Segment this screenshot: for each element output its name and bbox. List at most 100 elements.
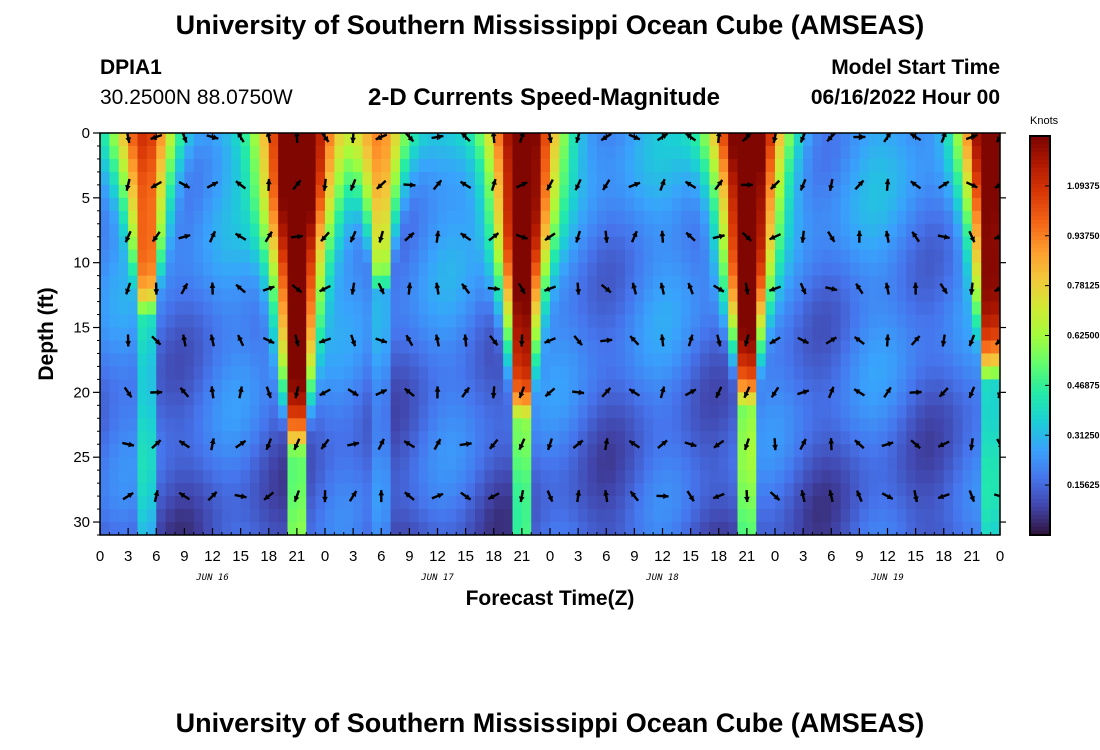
heatmap-cell [278, 457, 289, 471]
heatmap-cell [137, 418, 148, 432]
heatmap-cell [821, 184, 832, 199]
heatmap-cell [306, 353, 317, 368]
heatmap-cell [662, 133, 673, 147]
heatmap-cell [118, 353, 129, 368]
heatmap-cell [465, 197, 476, 212]
heatmap-cell [128, 210, 139, 225]
heatmap-cell [962, 223, 973, 238]
heatmap-cell [203, 210, 214, 225]
heatmap-cell [184, 457, 195, 471]
date-label: JUN 17 [420, 573, 454, 583]
colorbar-segment [1030, 507, 1050, 512]
heatmap-cell [231, 171, 242, 186]
heatmap-cell [943, 366, 954, 380]
heatmap-cell [156, 522, 167, 535]
heatmap-cell [334, 223, 345, 238]
heatmap-cell [831, 522, 842, 535]
heatmap-cell [765, 145, 776, 160]
heatmap-cell [943, 405, 954, 419]
heatmap-cell [606, 379, 617, 393]
heatmap-cell [100, 340, 110, 355]
heatmap-cell [109, 275, 120, 290]
heatmap-cell [268, 340, 279, 355]
heatmap-cell [334, 197, 345, 212]
heatmap-cell [287, 184, 298, 199]
heatmap-cell [578, 470, 589, 484]
heatmap-cell [184, 431, 195, 445]
heatmap-cell [184, 275, 195, 290]
heatmap-cell [793, 184, 804, 199]
heatmap-cell [259, 496, 270, 510]
heatmap-cell [390, 288, 401, 303]
heatmap-cell [287, 444, 298, 458]
heatmap-cell [100, 353, 110, 368]
heatmap-cell [953, 366, 964, 380]
colorbar-tick-label: 0.46875 [1067, 380, 1100, 390]
heatmap-cell [325, 379, 335, 393]
current-arrow [125, 178, 131, 191]
heatmap-cell [184, 288, 195, 303]
heatmap-cell [831, 288, 842, 303]
heatmap-cell [475, 470, 485, 484]
heatmap-cell [831, 145, 842, 160]
heatmap-cell [868, 496, 879, 510]
heatmap-cell [821, 197, 832, 212]
current-arrow [713, 439, 725, 449]
heatmap-cell [315, 145, 326, 160]
heatmap-cell [634, 262, 645, 277]
heatmap-cell [981, 405, 992, 419]
heatmap-cell [521, 223, 532, 238]
heatmap-cell [100, 184, 110, 199]
current-arrow [125, 282, 132, 295]
heatmap-cell [493, 262, 504, 277]
heatmap-cell [990, 133, 1000, 147]
current-arrow [629, 490, 640, 502]
heatmap-cell [484, 379, 495, 393]
heatmap-cell [521, 210, 532, 225]
current-arrow [319, 284, 331, 293]
heatmap-cell [681, 275, 692, 290]
heatmap-cell [653, 522, 664, 535]
heatmap-cell [540, 288, 551, 303]
heatmap-cell [990, 444, 1000, 458]
heatmap-cell [803, 483, 814, 497]
heatmap-cell [653, 353, 664, 368]
current-arrow [938, 387, 949, 398]
heatmap-cell [353, 379, 364, 393]
heatmap-cell [775, 405, 785, 419]
heatmap-cell [550, 262, 560, 277]
heatmap-cell [606, 353, 617, 368]
current-arrow [405, 334, 414, 347]
heatmap-cell [259, 431, 270, 445]
heatmap-cell [278, 366, 289, 380]
heatmap-cell [990, 301, 1000, 316]
heatmap-cell [465, 431, 476, 445]
heatmap-cell [165, 184, 176, 199]
heatmap-cell [362, 133, 373, 147]
heatmap-cell [503, 457, 514, 471]
heatmap-cell [193, 249, 204, 264]
heatmap-cell [718, 249, 729, 264]
heatmap-cell [334, 431, 345, 445]
heatmap-cell [390, 197, 401, 212]
heatmap-cell [990, 379, 1000, 393]
heatmap-cell [306, 418, 317, 432]
current-arrow [572, 439, 584, 449]
heatmap-cell [493, 314, 504, 329]
heatmap-cell [887, 158, 898, 173]
heatmap-cell [925, 509, 935, 523]
heatmap-cell [625, 288, 635, 303]
heatmap-cell [165, 301, 176, 316]
heatmap-cell [193, 483, 204, 497]
heatmap-cell [953, 301, 964, 316]
heatmap-cell [250, 210, 260, 225]
heatmap-cell [475, 184, 485, 199]
heatmap-cell [353, 171, 364, 186]
colorbar-segment [1030, 479, 1050, 484]
heatmap-cell [268, 509, 279, 523]
current-arrow [125, 334, 131, 347]
heatmap-cell [334, 470, 345, 484]
heatmap-cell [306, 392, 317, 406]
heatmap-cell [400, 379, 410, 393]
